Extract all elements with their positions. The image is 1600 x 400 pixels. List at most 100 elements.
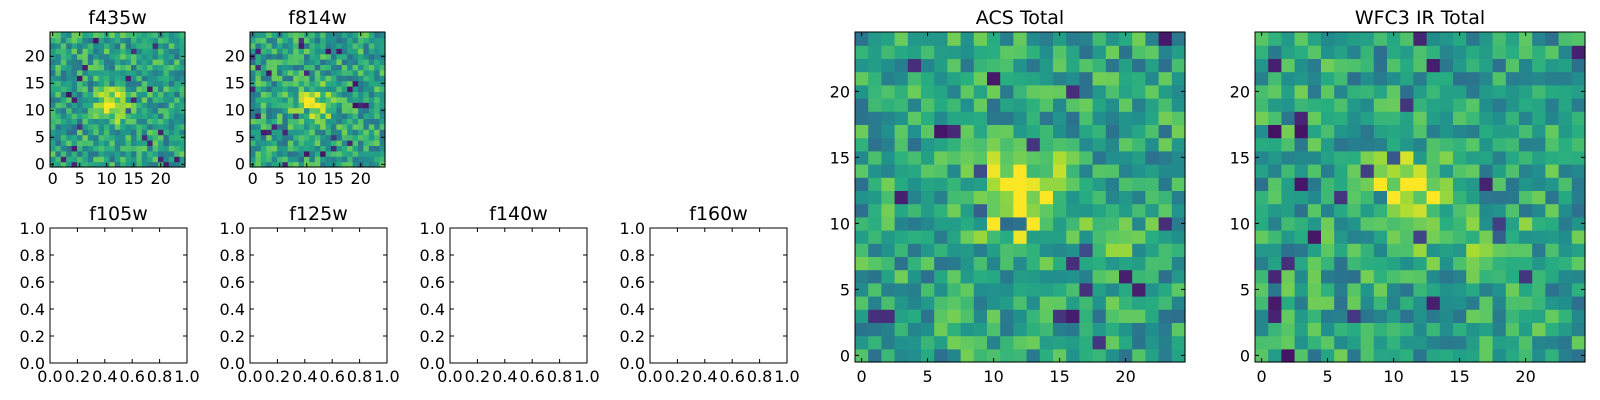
heatmap-cell bbox=[1466, 282, 1480, 297]
heatmap-cell bbox=[82, 96, 89, 103]
heatmap-cell bbox=[921, 98, 935, 112]
heatmap-cell bbox=[136, 107, 143, 114]
heatmap-cell bbox=[1387, 124, 1401, 139]
heatmap-cell bbox=[374, 75, 381, 82]
heatmap-cell bbox=[1307, 150, 1322, 165]
heatmap-cell bbox=[894, 177, 909, 191]
heatmap-cell bbox=[282, 129, 289, 136]
heatmap-cell bbox=[1255, 296, 1269, 310]
heatmap-cell bbox=[374, 42, 381, 49]
heatmap-cell bbox=[82, 64, 89, 71]
heatmap-cell bbox=[1519, 269, 1533, 284]
heatmap-cell bbox=[855, 243, 869, 257]
heatmap-cell bbox=[287, 150, 294, 157]
heatmap-cell bbox=[250, 75, 256, 82]
heatmap-cell bbox=[277, 118, 283, 125]
heatmap-cell bbox=[1079, 71, 1094, 86]
heatmap-cell bbox=[352, 91, 359, 98]
heatmap-cell bbox=[1132, 45, 1146, 59]
heatmap-cell bbox=[152, 118, 159, 125]
heatmap-cell bbox=[131, 53, 137, 60]
heatmap-cell bbox=[907, 177, 922, 191]
heatmap-cell bbox=[1492, 84, 1507, 99]
heatmap-cell bbox=[881, 216, 896, 231]
heatmap-cell bbox=[1532, 137, 1546, 152]
heatmap-cell bbox=[1026, 335, 1041, 350]
heatmap-cell bbox=[87, 129, 94, 136]
heatmap-cell bbox=[120, 69, 127, 76]
heatmap-cell bbox=[147, 32, 154, 38]
heatmap-cell bbox=[277, 107, 283, 114]
heatmap-cell bbox=[374, 129, 381, 136]
heatmap-cell bbox=[947, 309, 962, 323]
heatmap-cell bbox=[1532, 230, 1546, 244]
heatmap-cell bbox=[60, 91, 67, 98]
heatmap-cell bbox=[1466, 137, 1480, 152]
heatmap-cell bbox=[314, 107, 321, 114]
heatmap-cell bbox=[1268, 309, 1282, 323]
heatmap-cell bbox=[1558, 216, 1573, 231]
heatmap-cell bbox=[109, 69, 116, 76]
heatmap-cell bbox=[1013, 58, 1028, 73]
x-tick-label: 0.0 bbox=[437, 367, 462, 386]
heatmap-cell bbox=[1492, 98, 1507, 112]
heatmap-cell bbox=[358, 53, 364, 60]
heatmap-cell bbox=[255, 161, 262, 168]
heatmap-cell bbox=[1268, 322, 1282, 337]
heatmap-cell bbox=[1066, 309, 1080, 323]
heatmap-cell bbox=[1360, 203, 1375, 218]
heatmap-cell bbox=[1453, 256, 1467, 271]
heatmap-cell bbox=[1519, 216, 1533, 231]
heatmap-cell bbox=[50, 102, 56, 109]
heatmap-cell bbox=[66, 69, 73, 76]
heatmap-cell bbox=[1268, 296, 1282, 310]
heatmap-cell bbox=[314, 32, 321, 38]
heatmap-cell bbox=[1334, 269, 1348, 284]
heatmap-cell bbox=[1439, 309, 1454, 323]
heatmap-cell bbox=[1066, 98, 1080, 112]
heatmap-cell bbox=[282, 145, 289, 152]
heatmap-cell bbox=[1413, 282, 1428, 297]
heatmap-cell bbox=[304, 96, 310, 103]
heatmap-cell bbox=[1400, 98, 1414, 112]
heatmap-cell bbox=[1079, 98, 1094, 112]
heatmap-cell bbox=[287, 156, 294, 163]
heatmap-cell bbox=[1545, 203, 1560, 218]
heatmap-cell bbox=[141, 123, 148, 130]
heatmap-cell bbox=[1505, 190, 1520, 205]
heatmap-cell bbox=[87, 53, 94, 60]
heatmap-cell bbox=[125, 69, 132, 76]
heatmap-cell bbox=[152, 145, 159, 152]
y-tick-label: 0.6 bbox=[420, 273, 445, 292]
panel-title: f160w bbox=[689, 203, 748, 225]
heatmap-cell bbox=[347, 123, 354, 130]
heatmap-cell bbox=[1066, 243, 1080, 257]
heatmap-cell bbox=[1505, 282, 1520, 297]
heatmap-cell bbox=[1400, 230, 1414, 244]
heatmap-cell bbox=[973, 177, 988, 191]
heatmap-cell bbox=[1000, 256, 1014, 271]
heatmap-cell bbox=[1013, 216, 1028, 231]
heatmap-cell bbox=[1321, 164, 1335, 178]
heatmap-cell bbox=[1571, 296, 1586, 310]
heatmap-cell bbox=[125, 91, 132, 98]
heatmap-cell bbox=[125, 86, 132, 92]
heatmap-cell bbox=[358, 140, 364, 146]
heatmap-cell bbox=[266, 91, 273, 98]
heatmap-cell bbox=[131, 113, 137, 119]
heatmap-cell bbox=[87, 42, 94, 49]
heatmap-cell bbox=[1255, 111, 1269, 125]
heatmap-cell bbox=[1158, 45, 1173, 59]
heatmap-cell bbox=[894, 243, 909, 257]
heatmap-cell bbox=[1519, 58, 1533, 73]
heatmap-cell bbox=[1492, 124, 1507, 139]
heatmap-cell bbox=[1092, 137, 1107, 152]
heatmap-cell bbox=[379, 129, 386, 136]
heatmap-cell bbox=[1492, 71, 1507, 86]
heatmap-cell bbox=[1307, 256, 1322, 271]
heatmap-cell bbox=[1066, 71, 1080, 86]
heatmap-cell bbox=[255, 134, 262, 141]
heatmap-cell bbox=[379, 32, 386, 38]
heatmap-cell bbox=[293, 64, 300, 71]
heatmap-cell bbox=[179, 145, 186, 152]
